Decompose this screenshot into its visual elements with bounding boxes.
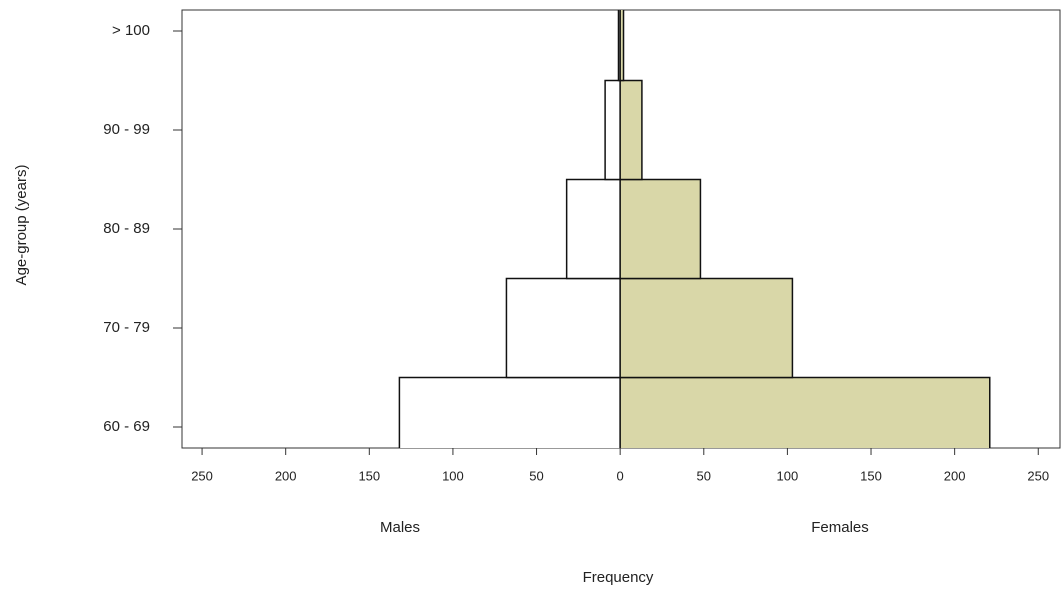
bar: [619, 376, 991, 448]
y-tick-label: > 100: [112, 22, 150, 39]
x-tick-label: 50: [697, 468, 711, 483]
x-tick-label: 0: [617, 468, 624, 483]
x-tick-label: 100: [777, 468, 799, 483]
x-tick-label: 150: [358, 468, 380, 483]
y-tick-label: 60 - 69: [103, 418, 150, 435]
bar: [505, 277, 621, 379]
bar: [398, 376, 621, 448]
legend-label: Males: [380, 519, 420, 536]
legend-label: Females: [811, 519, 869, 536]
x-tick-label: 100: [442, 468, 464, 483]
bar: [604, 79, 621, 181]
x-tick-label: 150: [860, 468, 882, 483]
x-tick-label: 200: [944, 468, 966, 483]
x-tick-label: 50: [529, 468, 543, 483]
bar: [619, 178, 702, 280]
x-tick-label: 250: [191, 468, 213, 483]
bar: [619, 10, 625, 82]
bar: [565, 178, 621, 280]
y-axis-label: Age-group (years): [13, 165, 30, 286]
bar: [619, 277, 794, 379]
bars: [398, 10, 991, 448]
y-tick-label: 90 - 99: [103, 121, 150, 138]
x-axis-label: Frequency: [583, 569, 654, 586]
y-tick-label: 70 - 79: [103, 319, 150, 336]
y-tick-label: 80 - 89: [103, 220, 150, 237]
x-tick-label: 250: [1027, 468, 1049, 483]
x-tick-label: 200: [275, 468, 297, 483]
bar: [619, 79, 643, 181]
